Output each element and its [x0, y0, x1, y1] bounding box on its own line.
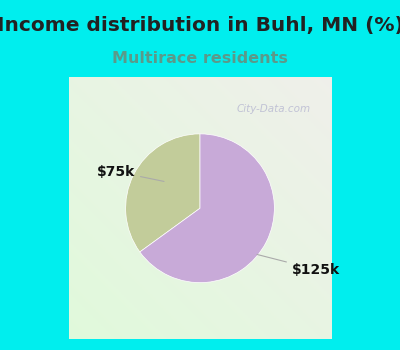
Text: $75k: $75k — [97, 164, 164, 181]
Wedge shape — [126, 134, 200, 252]
Text: $125k: $125k — [257, 254, 340, 276]
Text: Income distribution in Buhl, MN (%): Income distribution in Buhl, MN (%) — [0, 16, 400, 35]
Wedge shape — [140, 134, 274, 282]
Text: Multirace residents: Multirace residents — [112, 51, 288, 66]
Text: City-Data.com: City-Data.com — [236, 104, 310, 113]
